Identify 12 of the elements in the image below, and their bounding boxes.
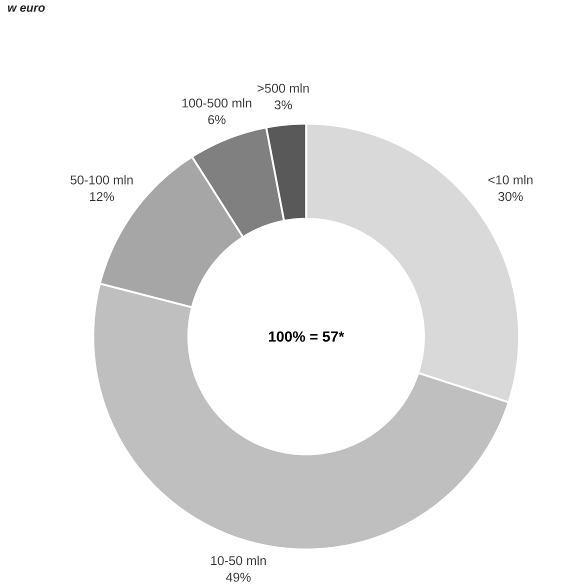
slice-label: 50-100 mln <box>70 175 133 184</box>
text: 100% = 57* <box>268 331 344 342</box>
data-label: 30% <box>498 192 523 202</box>
slice-label: 100-500 mln <box>182 98 252 108</box>
slice-label: 10-50 mln <box>211 556 266 566</box>
slice-label: >500 mln <box>258 83 309 93</box>
slice-label: <10 mln <box>488 175 532 184</box>
chart-title: w euro <box>8 5 45 12</box>
data-label: 3% <box>274 100 292 110</box>
data-label: 6% <box>208 115 226 124</box>
data-label: 12% <box>90 192 114 202</box>
data-label: 49% <box>226 572 251 582</box>
